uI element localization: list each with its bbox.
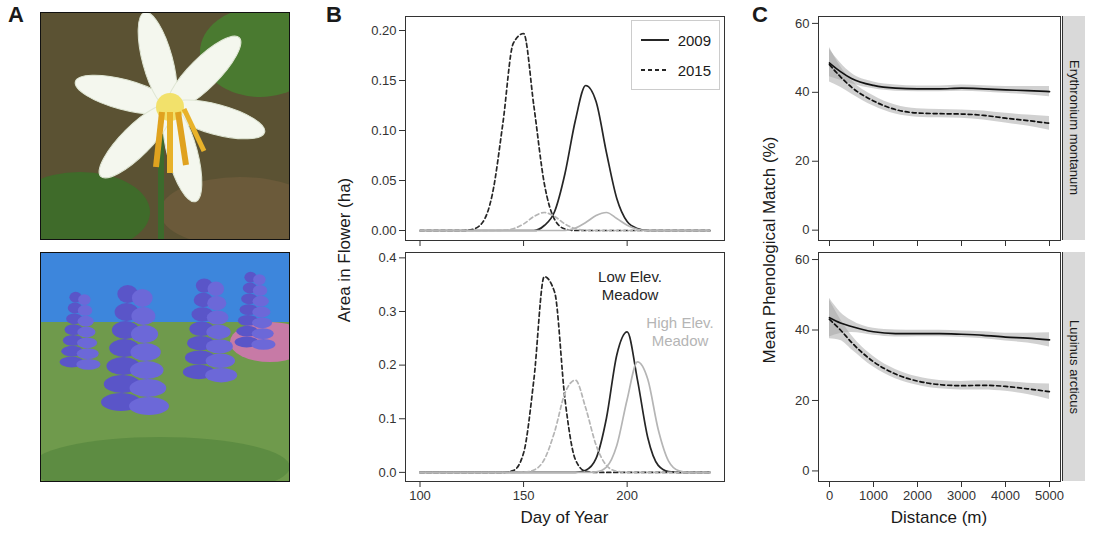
svg-text:0.20: 0.20 xyxy=(371,23,396,38)
html-text:Mean Phenological Match (%): Mean Phenological Match (%) xyxy=(760,136,779,364)
svg-text:5000: 5000 xyxy=(1035,488,1064,503)
svg-text:1000: 1000 xyxy=(859,488,888,503)
svg-text:0: 0 xyxy=(802,463,809,478)
svg-text:0.1: 0.1 xyxy=(378,411,396,426)
svg-text:0.00: 0.00 xyxy=(371,223,396,238)
svg-text:40: 40 xyxy=(795,84,809,99)
svg-text:3000: 3000 xyxy=(947,488,976,503)
svg-text:100: 100 xyxy=(409,488,431,503)
html-text:2009: 2009 xyxy=(677,31,711,49)
html-text:C: C xyxy=(752,2,768,27)
html-text:Area in Flower (ha): Area in Flower (ha) xyxy=(335,177,354,323)
html-text:Meadow: Meadow xyxy=(601,286,659,303)
html-text:A: A xyxy=(8,2,24,27)
svg-text:4000: 4000 xyxy=(991,488,1020,503)
html-text:High Elev.: High Elev. xyxy=(646,314,714,331)
svg-text:20: 20 xyxy=(795,393,809,408)
html-text:B: B xyxy=(326,2,342,27)
html-text:Low Elev.: Low Elev. xyxy=(598,268,662,285)
html-text:Day of Year: Day of Year xyxy=(520,508,609,527)
svg-text:0.15: 0.15 xyxy=(371,73,396,88)
svg-text:0.3: 0.3 xyxy=(378,304,396,319)
svg-text:0.05: 0.05 xyxy=(371,173,396,188)
svg-text:200: 200 xyxy=(616,488,638,503)
svg-text:0.2: 0.2 xyxy=(378,357,396,372)
html-text:2015: 2015 xyxy=(677,61,711,79)
html-text:Lupinus arcticus: Lupinus arcticus xyxy=(1066,319,1082,414)
html-text:Erythronium montanum: Erythronium montanum xyxy=(1066,60,1082,196)
svg-text:0: 0 xyxy=(826,488,833,503)
html-text:Meadow: Meadow xyxy=(651,332,709,349)
svg-text:40: 40 xyxy=(795,322,809,337)
svg-text:60: 60 xyxy=(795,252,809,267)
svg-text:2000: 2000 xyxy=(903,488,932,503)
svg-text:0: 0 xyxy=(802,222,809,237)
html-text:Distance (m): Distance (m) xyxy=(890,508,988,527)
svg-text:20: 20 xyxy=(795,153,809,168)
svg-text:0.0: 0.0 xyxy=(378,465,396,480)
svg-text:150: 150 xyxy=(513,488,535,503)
svg-text:60: 60 xyxy=(795,16,809,31)
svg-text:0.10: 0.10 xyxy=(371,123,396,138)
svg-text:0.4: 0.4 xyxy=(378,250,396,265)
